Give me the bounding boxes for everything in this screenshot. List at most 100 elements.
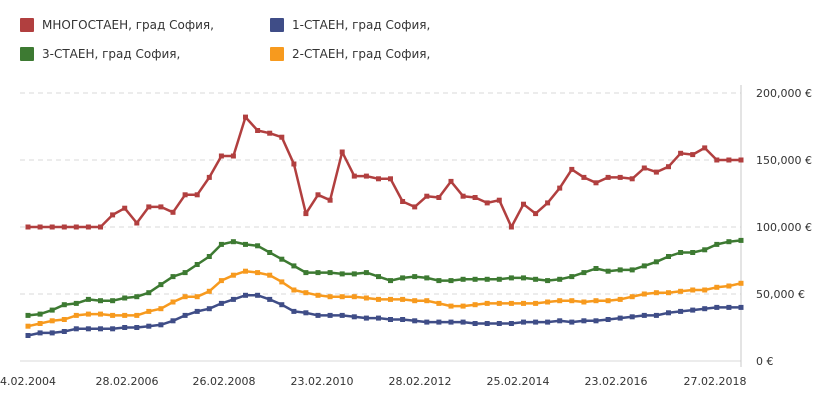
x-tick-label: 23.02.2010 — [291, 375, 354, 388]
data-point — [545, 278, 551, 284]
data-point — [230, 153, 236, 159]
legend-label: 3-СТАЕН, град София, — [42, 47, 181, 61]
data-point — [617, 296, 623, 302]
data-point — [653, 169, 659, 175]
data-point — [726, 239, 732, 245]
data-point — [255, 128, 261, 133]
data-point — [206, 288, 212, 294]
data-point — [678, 288, 684, 294]
data-point — [472, 321, 478, 326]
series-group — [25, 114, 744, 230]
data-point — [25, 224, 31, 230]
data-point — [496, 276, 502, 282]
data-point — [291, 161, 297, 167]
series-line — [27, 239, 742, 317]
data-point — [339, 312, 345, 318]
data-point — [508, 224, 514, 230]
data-point — [182, 270, 188, 276]
data-point — [702, 287, 708, 293]
data-point — [496, 321, 502, 326]
data-point — [702, 306, 708, 312]
data-point — [629, 294, 635, 300]
data-point — [388, 317, 393, 322]
data-point — [388, 278, 393, 284]
data-point — [605, 317, 611, 322]
data-point — [194, 294, 200, 300]
data-point — [351, 173, 357, 179]
data-point — [158, 282, 164, 288]
data-point — [194, 262, 200, 267]
data-point — [376, 274, 381, 280]
data-point — [194, 308, 200, 314]
data-point — [593, 318, 599, 324]
data-point — [339, 294, 345, 300]
data-point — [146, 323, 152, 329]
data-point — [460, 319, 466, 325]
data-point — [218, 278, 224, 284]
data-point — [641, 291, 647, 297]
data-point — [581, 270, 587, 276]
data-point — [726, 304, 732, 310]
data-point — [25, 333, 31, 338]
x-tick-label: 28.02.2012 — [389, 375, 452, 388]
data-point — [315, 312, 321, 318]
data-point — [170, 318, 176, 324]
x-tick-label: 28.02.2006 — [96, 375, 159, 388]
data-point — [412, 318, 418, 324]
data-point — [557, 298, 563, 304]
data-point — [593, 266, 599, 271]
data-point — [243, 241, 248, 247]
data-point — [412, 298, 418, 304]
data-point — [158, 322, 164, 328]
data-point — [533, 319, 539, 325]
legend-item[interactable]: МНОГОСТАЕН, град София, — [20, 18, 214, 32]
data-point — [424, 298, 430, 304]
data-point — [617, 174, 623, 180]
data-point — [315, 292, 321, 298]
data-point — [521, 275, 526, 281]
data-point — [641, 263, 647, 269]
data-point — [557, 185, 563, 191]
legend-item[interactable]: 3-СТАЕН, град София, — [20, 47, 180, 61]
legend-item[interactable]: 1-СТАЕН, град София, — [270, 18, 430, 32]
data-point — [146, 204, 152, 210]
data-point — [521, 319, 526, 325]
data-point — [460, 276, 466, 282]
data-point — [629, 267, 635, 273]
legend-item[interactable]: 2-СТАЕН, град София, — [270, 47, 430, 61]
data-point — [351, 271, 357, 277]
data-point — [557, 276, 563, 282]
data-point — [545, 299, 551, 305]
data-point — [714, 304, 720, 310]
data-point — [508, 275, 514, 281]
data-point — [98, 224, 103, 230]
data-point — [122, 312, 128, 318]
data-point — [73, 300, 79, 306]
data-point — [448, 178, 454, 184]
data-point — [388, 296, 393, 302]
data-point — [303, 211, 309, 217]
data-point — [327, 294, 333, 300]
data-point — [230, 272, 236, 278]
data-point — [653, 259, 659, 265]
data-point — [315, 192, 321, 198]
data-point — [533, 276, 539, 282]
data-point — [726, 283, 732, 289]
data-point — [110, 298, 116, 304]
data-point — [666, 254, 671, 259]
data-point — [85, 326, 91, 332]
x-tick-label: 4.02.2004 — [0, 375, 56, 388]
data-point — [726, 157, 732, 163]
data-point — [267, 296, 273, 302]
data-point — [376, 176, 381, 182]
data-point — [49, 330, 55, 336]
y-tick-label: 100,000 € — [756, 221, 812, 234]
data-point — [533, 211, 539, 217]
data-point — [37, 321, 43, 326]
legend-label: 2-СТАЕН, град София, — [292, 47, 431, 61]
y-tick-label: 150,000 € — [756, 154, 812, 167]
data-point — [73, 224, 79, 230]
data-point — [581, 174, 587, 180]
data-point — [339, 149, 345, 155]
